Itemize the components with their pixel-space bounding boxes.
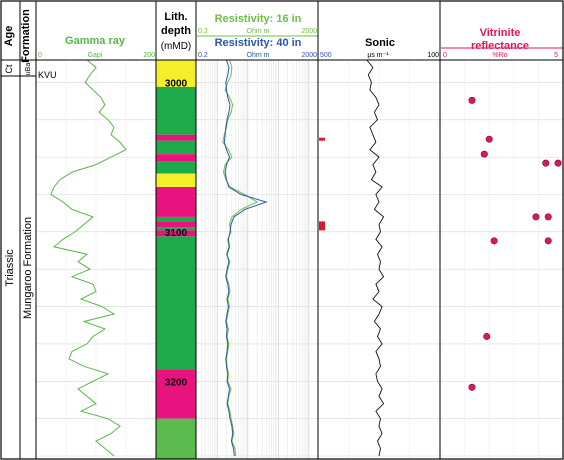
lithology-interval-sandstone [156, 86, 196, 135]
sonic-markers [319, 137, 325, 231]
gamma-ray-min-label: 0 [38, 52, 42, 59]
sonic-title: Sonic [365, 37, 395, 49]
vitrinite-point [485, 135, 493, 143]
lithology-interval-sand [156, 173, 196, 188]
lithology-unit-label: (mMD) [161, 41, 192, 52]
log-curves [50, 59, 385, 457]
sonic-max-label: 100 [427, 52, 439, 59]
lithology-track [156, 60, 196, 459]
formation-uba-label: uBa [25, 63, 32, 76]
resistivity-16-unit: Ohm m [247, 28, 270, 35]
sonic-marker [319, 137, 325, 141]
gamma-ray-unit: Gapi [88, 52, 103, 59]
age-triassic-label: Triassic [4, 249, 16, 287]
vitrinite-subtitle: reflectance [471, 40, 529, 52]
lithology-interval-sandstone [156, 140, 196, 155]
vitrinite-point [542, 159, 550, 167]
vitrinite-max-label: 5 [554, 52, 558, 59]
age-ct-label: Ct [4, 64, 14, 73]
gamma-ray-curve [50, 59, 127, 457]
resistivity-40-min-label: 0.2 [198, 52, 208, 59]
depth-tick-label: 3100 [165, 228, 188, 239]
vitrinite-point [544, 213, 552, 221]
gamma-ray-max-label: 200 [143, 52, 155, 59]
lithology-interval-shale [156, 221, 196, 228]
vitrinite-title: Vitrinite [480, 27, 521, 39]
vitrinite-point [480, 150, 488, 158]
lithology-interval-sandstone [156, 161, 196, 174]
resistivity-16-min-label: 0.2 [198, 28, 208, 35]
vitrinite-points [468, 96, 562, 391]
gamma-ray-title: Gamma ray [65, 35, 126, 47]
lithology-interval-sandstone [156, 227, 196, 231]
lithology-interval-sand [156, 60, 196, 87]
resistivity-40-curve [223, 59, 268, 457]
sonic-unit: µs m⁻¹ [367, 52, 389, 59]
lithology-interval-shale [156, 154, 196, 162]
lithology-interval-sandstone [156, 216, 196, 222]
lithology-interval-siltstone [156, 418, 196, 459]
resistivity-40-title: Resistivity: 40 in [215, 37, 302, 49]
depth-tick-label: 3200 [165, 377, 188, 388]
sonic-marker [319, 221, 325, 231]
vitrinite-unit: %Ro [492, 52, 507, 59]
sonic-min-label: 500 [320, 52, 332, 59]
resistivity-16-title: Resistivity: 16 in [215, 13, 302, 25]
sonic-curve [366, 59, 385, 457]
resistivity-log-grid [195, 60, 319, 459]
formation-header: Formation [20, 9, 32, 63]
lithology-subtitle: depth [161, 25, 191, 37]
vitrinite-point [490, 237, 498, 245]
resistivity-40-unit: Ohm m [247, 52, 270, 59]
lithology-title: Lith. [164, 11, 187, 23]
vitrinite-point [532, 213, 540, 221]
lithology-interval-sandstone [156, 236, 196, 370]
age-header: Age [3, 26, 15, 47]
depth-tick-label: 3000 [165, 78, 188, 89]
formation-kvu-label: KVU [38, 70, 57, 80]
vitrinite-min-label: 0 [443, 52, 447, 59]
depth-labels: 3000 3100 3200 [165, 78, 188, 388]
formation-mungaroo-label: Mungaroo Formation [22, 217, 34, 319]
vitrinite-point [483, 332, 491, 340]
resistivity-16-max-label: 2000 [301, 28, 317, 35]
vitrinite-point [468, 383, 476, 391]
lithology-interval-shale [156, 187, 196, 217]
resistivity-40-max-label: 2000 [301, 52, 317, 59]
lithology-interval-shale [156, 230, 196, 237]
vitrinite-point [544, 237, 552, 245]
lithology-interval-shale [156, 369, 196, 419]
vitrinite-point [468, 96, 476, 104]
lithology-interval-shale [156, 134, 196, 141]
depth-gridlines [36, 60, 563, 459]
vitrinite-point [554, 159, 562, 167]
